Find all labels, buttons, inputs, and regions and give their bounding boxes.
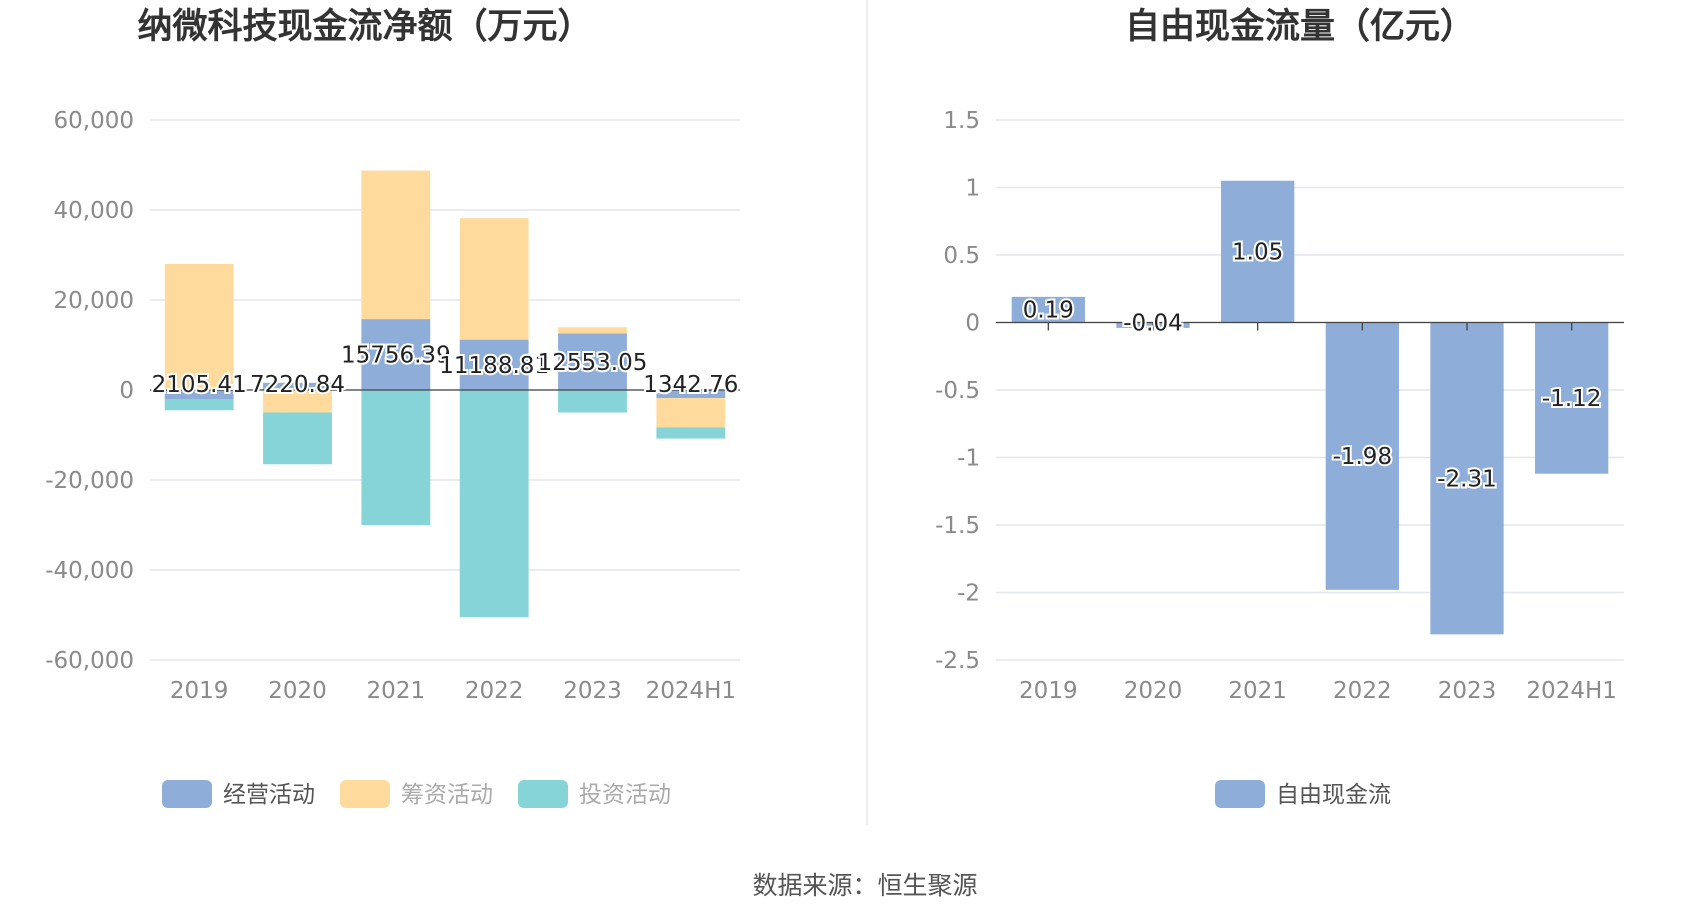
right-data-label: 0.19 [1023, 298, 1074, 324]
left-x-tick-label: 2023 [563, 678, 622, 704]
left-y-tick-label: -20,000 [45, 468, 134, 494]
left-legend: 经营活动 筹资活动 投资活动 [162, 780, 671, 808]
left-bar [558, 327, 627, 334]
left-x-tick-label: 2020 [268, 678, 327, 704]
left-bar [164, 264, 234, 390]
left-x-tick-label: 2024H1 [646, 678, 736, 704]
left-x-tick-label: 2021 [367, 678, 426, 704]
right-x-tick-label: 2024H1 [1526, 678, 1616, 704]
right-data-label: 1.05 [1232, 240, 1283, 266]
left-y-tick-label: 60,000 [54, 108, 134, 134]
right-bar [1430, 322, 1504, 635]
right-y-tick-label: -0.5 [935, 378, 980, 404]
right-y-tick-label: -2 [957, 581, 980, 607]
left-bars [150, 170, 740, 618]
left-y-tick-label: 0 [119, 378, 134, 404]
right-bars [996, 180, 1624, 635]
right-y-tick-label: 1 [965, 176, 980, 202]
left-y-tick-label: -40,000 [45, 558, 134, 584]
right-data-labels: 0.19 -0.04 1.05 -1.98 -2.31 -1.12 [1021, 238, 1604, 495]
left-chart: 纳微科技现金流净额（万元） 60,000 40,000 20,000 0 -20,000… [45, 6, 740, 808]
left-y-tick-label: 20,000 [54, 288, 134, 314]
right-x-tick-label: 2021 [1228, 678, 1287, 704]
right-y-tick-label: -1 [957, 446, 980, 472]
right-chart: 自由现金流量（亿元） 1.5 1 0.5 0 -0.5 -1 -1.5 -2 -2.5 0.19… [935, 6, 1624, 808]
left-bar [459, 390, 529, 618]
left-legend-label: 经营活动 [223, 782, 315, 808]
right-data-label: -0.04 [1123, 311, 1183, 337]
left-data-labels: 2105.41 7220.84 15756.3911188.8112553.0513… [150, 341, 741, 401]
left-data-label: 12553.05 [538, 350, 648, 376]
left-x-tick-label: 2022 [465, 678, 524, 704]
left-bar [558, 333, 627, 390]
left-data-label: 11188.81 [439, 353, 549, 379]
right-legend: 自由现金流 [1215, 780, 1391, 808]
right-legend-swatch [1215, 780, 1265, 808]
right-data-label: -1.12 [1542, 386, 1602, 412]
left-y-tick-label: 40,000 [54, 198, 134, 224]
right-x-tick-label: 2023 [1438, 678, 1497, 704]
left-bar [361, 319, 431, 390]
left-bar [263, 382, 332, 390]
right-bar [1535, 322, 1609, 474]
left-bar [656, 390, 726, 399]
left-bar [361, 170, 431, 320]
left-bar [558, 390, 627, 413]
right-x-tick-label: 2020 [1124, 678, 1183, 704]
right-y-tick-label: -2.5 [935, 648, 980, 674]
left-data-label: 7220.84 [250, 372, 345, 398]
left-bar [164, 390, 234, 399]
right-bar [1221, 180, 1295, 323]
right-y-tick-label: 0 [965, 311, 980, 337]
left-bar [361, 390, 431, 525]
right-bar [1325, 322, 1399, 590]
left-y-tick-label: -60,000 [45, 648, 134, 674]
right-data-label: -2.31 [1437, 466, 1497, 492]
left-bar [656, 427, 726, 439]
left-data-label: 15756.39 [341, 343, 451, 369]
left-legend-swatch [518, 780, 568, 808]
left-x-tick-labels: 2019 2020 2021 2022 2023 2024H1 [170, 678, 736, 704]
left-bar [263, 390, 332, 413]
left-chart-title: 纳微科技现金流净额（万元） [137, 6, 592, 47]
right-legend-label: 自由现金流 [1276, 782, 1391, 808]
right-data-label: -1.98 [1333, 444, 1393, 470]
left-bar [459, 339, 529, 390]
left-data-label: 1342.76 [643, 372, 738, 398]
right-bar [1011, 296, 1085, 323]
left-x-tick-label: 2019 [170, 678, 229, 704]
left-legend-swatch [340, 780, 390, 808]
left-legend-label: 投资活动 [579, 782, 671, 808]
left-legend-label: 筹资活动 [401, 782, 493, 808]
right-x-tick-label: 2022 [1333, 678, 1392, 704]
right-y-tick-label: 1.5 [943, 108, 980, 134]
left-bar [263, 412, 332, 465]
right-x-tick-label: 2019 [1019, 678, 1078, 704]
left-bar [459, 218, 529, 340]
data-source-note: 数据来源：恒生聚源 [752, 871, 977, 900]
left-data-label: 2105.41 [152, 372, 247, 398]
left-grid: 60,000 40,000 20,000 0 -20,000 -40,000 -60,000 [45, 108, 740, 674]
right-y-tick-label: -1.5 [935, 513, 980, 539]
right-chart-title: 自由现金流量（亿元） [1125, 6, 1475, 47]
left-bar [164, 399, 234, 411]
left-legend-swatch [162, 780, 212, 808]
right-y-tick-label: 0.5 [943, 243, 980, 269]
right-x-tick-labels: 2019 2020 2021 2022 2023 2024H1 [1019, 678, 1617, 704]
left-bar [656, 398, 726, 428]
